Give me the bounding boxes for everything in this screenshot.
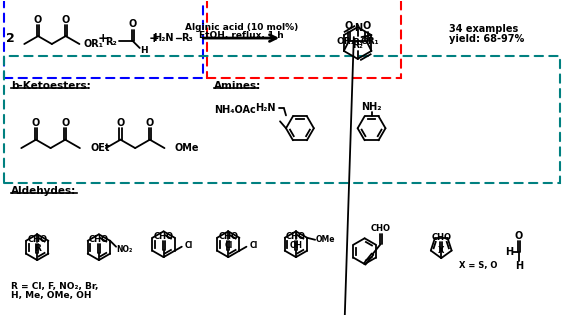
Text: O: O [345, 21, 353, 31]
Text: O: O [32, 118, 40, 128]
Bar [207, 0, 401, 78]
Text: OMe: OMe [315, 235, 335, 244]
Text: NH₂: NH₂ [361, 102, 382, 112]
Text: R₃: R₃ [352, 38, 363, 46]
Text: R₂: R₂ [352, 40, 363, 50]
Text: X: X [438, 246, 444, 255]
Text: H₂N: H₂N [255, 103, 275, 113]
Text: R = Cl, F, NO₂, Br,: R = Cl, F, NO₂, Br, [11, 283, 98, 291]
Bar [5, 0, 203, 78]
Text: O: O [515, 231, 523, 241]
Text: EtOH, reflux, 1 h: EtOH, reflux, 1 h [199, 31, 283, 40]
Text: Cl: Cl [224, 241, 232, 250]
Text: H, Me, OMe, OH: H, Me, OMe, OH [11, 291, 92, 300]
Text: R₃: R₃ [182, 33, 193, 43]
Text: Cl: Cl [249, 241, 258, 250]
Text: CHO: CHO [218, 232, 238, 241]
Text: Alginic acid (10 mol%): Alginic acid (10 mol%) [184, 23, 298, 32]
Text: O: O [129, 19, 137, 29]
Text: OR₁: OR₁ [336, 37, 355, 46]
Text: Aldehydes:: Aldehydes: [11, 186, 77, 196]
Text: b-Ketoesters:: b-Ketoesters: [11, 81, 91, 91]
Text: R₂: R₂ [105, 37, 117, 47]
Text: R: R [34, 244, 40, 253]
Text: O: O [34, 15, 42, 25]
Text: X = S, O: X = S, O [459, 261, 497, 270]
Text: O: O [117, 118, 125, 128]
Text: O: O [61, 118, 69, 128]
Text: OEt: OEt [90, 143, 110, 153]
Text: CHO: CHO [27, 235, 47, 244]
Text: O: O [362, 21, 370, 31]
Text: CHO: CHO [431, 233, 451, 242]
Text: CHO: CHO [370, 224, 390, 233]
Bar [5, 56, 560, 183]
Text: +: + [149, 32, 159, 45]
Text: 2: 2 [6, 32, 15, 45]
Text: H: H [515, 261, 523, 271]
Text: CHO: CHO [89, 235, 109, 244]
Text: OH: OH [290, 241, 303, 250]
Text: OR₁: OR₁ [84, 39, 104, 49]
Text: NH₄OAc: NH₄OAc [215, 106, 256, 115]
Text: 34 examples: 34 examples [449, 24, 518, 34]
Text: H₂N: H₂N [153, 33, 174, 43]
Text: Amines:: Amines: [215, 81, 262, 91]
Text: N: N [354, 23, 362, 33]
Text: OR₁: OR₁ [361, 37, 379, 46]
Text: O: O [146, 118, 154, 128]
Text: H: H [140, 46, 147, 55]
Text: OMe: OMe [175, 143, 199, 153]
Text: +: + [97, 32, 108, 45]
Text: CHO: CHO [286, 232, 306, 241]
Text: O: O [61, 15, 70, 25]
Text: H: H [505, 247, 513, 257]
Text: Cl: Cl [184, 241, 193, 250]
Text: yield: 68-97%: yield: 68-97% [449, 34, 525, 44]
Text: NO₂: NO₂ [116, 245, 132, 254]
Text: CHO: CHO [154, 232, 174, 241]
